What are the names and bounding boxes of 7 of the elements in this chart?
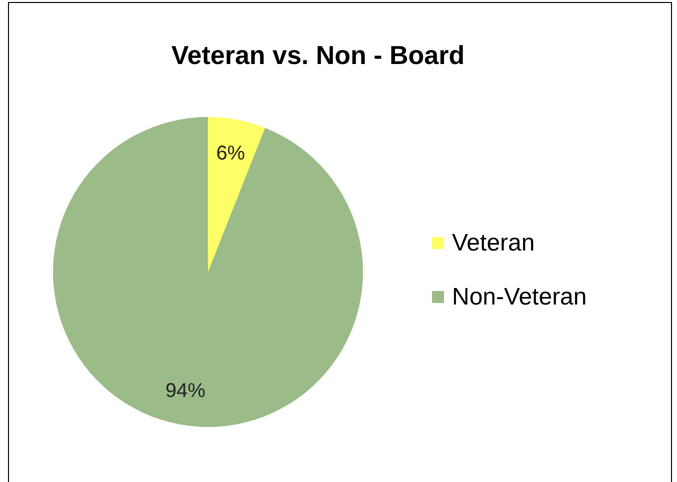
data-label: 94%	[165, 380, 206, 402]
data-label: 6%	[216, 142, 246, 164]
pie-slice	[53, 117, 363, 427]
legend-label: Veteran	[452, 230, 535, 256]
legend-label: Non-Veteran	[452, 284, 587, 310]
pie-slice	[208, 117, 266, 272]
chart-title: Veteran vs. Non - Board	[171, 40, 465, 70]
